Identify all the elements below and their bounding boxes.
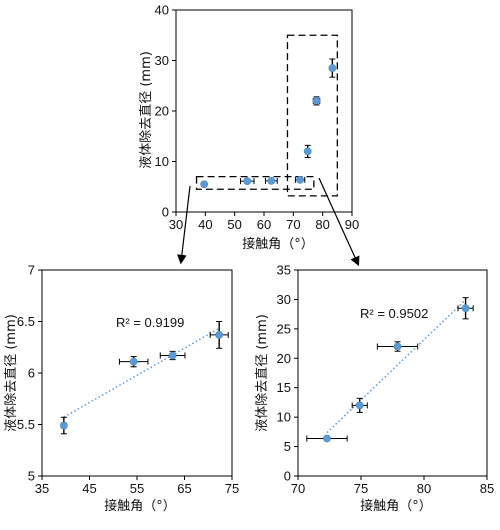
data-point — [129, 357, 138, 366]
bottom-right-chart: 液体除去直径 (mm) 接触角（°） R² = 0.9502 70 75 80 85 0… — [255, 263, 494, 515]
x-tick-label: 65 — [177, 481, 191, 496]
x-tick-label: 70 — [286, 217, 300, 232]
y-tick-label: 20 — [277, 351, 291, 366]
data-point — [267, 176, 276, 185]
x-tick-label: 45 — [82, 481, 96, 496]
bottom-left-chart: 液体除去直径 (mm) 接触角（°） R² = 0.9199 35 45 55 65 7… — [4, 263, 239, 515]
x-tick-label: 40 — [198, 217, 212, 232]
y-tick-label: 30 — [277, 292, 291, 307]
y-tick-label: 10 — [155, 154, 169, 169]
y-axis-label: 液体除去直径 (mm) — [139, 51, 154, 169]
plot-area — [41, 269, 233, 477]
data-point — [296, 175, 304, 184]
x-tick-label: 90 — [345, 217, 359, 232]
x-tick-label: 75 — [354, 481, 368, 496]
data-point — [243, 177, 252, 186]
x-tick-label: 80 — [417, 481, 431, 496]
data-point — [393, 342, 402, 351]
x-axis-label: 接触角（°） — [242, 236, 314, 252]
y-tick-label: 0 — [162, 205, 169, 220]
y-tick-label: 5 — [28, 469, 35, 484]
x-tick-label: 70 — [291, 481, 305, 496]
r-squared-annotation: R² = 0.9502 — [360, 306, 428, 321]
y-axis-label: 液体除去直径 (mm) — [255, 314, 270, 432]
x-tick-label: 80 — [315, 217, 329, 232]
x-tick-label: 75 — [225, 481, 239, 496]
y-tick-label: 5.5 — [17, 417, 35, 432]
y-tick-label: 0 — [284, 469, 291, 484]
y-tick-label: 7 — [28, 263, 35, 278]
data-point — [168, 351, 177, 360]
y-tick-label: 5 — [284, 439, 291, 454]
y-tick-label: 25 — [277, 321, 291, 336]
y-tick-label: 40 — [155, 3, 169, 18]
data-point — [200, 180, 209, 189]
trendline — [63, 327, 220, 418]
y-tick-label: 6.5 — [17, 314, 35, 329]
zoom-arrow-left — [177, 185, 191, 265]
y-tick-label: 30 — [155, 53, 169, 68]
top-chart: 液体除去直径 (mm) 接触角（°） 30 40 50 60 70 80 90 0 10 20 30… — [139, 3, 359, 253]
y-tick-label: 6 — [28, 366, 35, 381]
x-tick-label: 60 — [257, 217, 271, 232]
data-point — [323, 434, 331, 443]
x-tick-label: 85 — [480, 481, 494, 496]
plot-area — [297, 269, 488, 477]
data-point — [328, 64, 337, 72]
zoom-arrow-right — [318, 177, 360, 267]
x-tick-label: 55 — [130, 481, 144, 496]
data-point — [461, 304, 470, 313]
y-tick-label: 15 — [277, 380, 291, 395]
r-squared-annotation: R² = 0.9199 — [116, 315, 184, 330]
data-point — [355, 401, 364, 410]
highlight-box — [286, 34, 338, 197]
data-point — [312, 97, 321, 105]
y-tick-label: 20 — [155, 104, 169, 119]
y-tick-label: 35 — [277, 263, 291, 278]
data-point — [59, 421, 68, 430]
data-point — [215, 330, 224, 339]
x-axis-label: 接触角（°） — [360, 498, 432, 514]
x-tick-label: 30 — [169, 217, 183, 232]
y-tick-label: 10 — [277, 410, 291, 425]
x-tick-label: 35 — [35, 481, 49, 496]
x-axis-label: 接触角（°） — [104, 498, 176, 514]
data-point — [303, 147, 312, 156]
x-tick-label: 50 — [227, 217, 241, 232]
y-axis-label: 液体除去直径 (mm) — [4, 314, 19, 432]
highlight-box — [195, 175, 315, 190]
